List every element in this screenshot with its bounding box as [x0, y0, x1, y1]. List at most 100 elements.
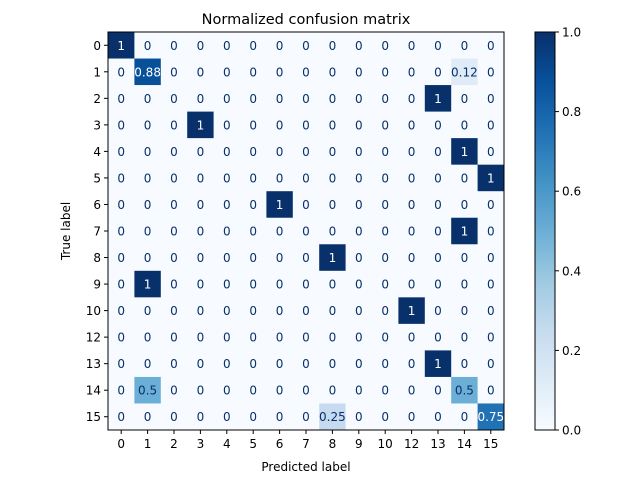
- heatmap-cell: [187, 323, 214, 351]
- cell-value-label: 0: [408, 251, 416, 265]
- heatmap-cell: [372, 297, 399, 325]
- heatmap-cell: [108, 58, 135, 86]
- heatmap-cell: [240, 244, 267, 272]
- cell-value-label: 0: [355, 92, 363, 106]
- heatmap-cell: [372, 403, 399, 431]
- heatmap-cell: [319, 32, 346, 59]
- heatmap-cell: [451, 323, 478, 351]
- heatmap-cell: [213, 85, 241, 112]
- heatmap-cell: [424, 217, 452, 245]
- heatmap-cell: [108, 32, 135, 59]
- cell-value-label: 0: [329, 145, 337, 159]
- heatmap-cell: [398, 244, 426, 272]
- cell-value-label: 0: [144, 92, 152, 106]
- heatmap-cell: [213, 297, 241, 325]
- cell-value-label: 0: [487, 384, 495, 398]
- cell-value-label: 0: [249, 92, 257, 106]
- heatmap-cell: [372, 244, 399, 272]
- heatmap-cell: [160, 32, 188, 59]
- cell-value-label: 0: [381, 304, 389, 318]
- cell-value-label: 0: [381, 171, 389, 185]
- heatmap-cell: [187, 244, 214, 272]
- cell-value-label: 0: [223, 198, 231, 212]
- heatmap-cell: [451, 403, 478, 431]
- x-axis-label: Predicted label: [261, 460, 350, 474]
- cell-value-label: 0: [329, 65, 337, 79]
- cell-value-label: 0.12: [451, 65, 478, 79]
- heatmap-cell: [108, 376, 135, 404]
- cell-value-label: 0: [487, 65, 495, 79]
- heatmap-cell: [372, 32, 399, 59]
- heatmap-cell: [187, 350, 214, 378]
- cell-value-label: 0: [355, 198, 363, 212]
- cell-value-label: 0: [487, 357, 495, 371]
- cell-value-label: 0: [329, 384, 337, 398]
- heatmap-cell: [160, 191, 188, 219]
- heatmap-cell: [134, 58, 162, 86]
- heatmap-cell: [266, 111, 294, 139]
- heatmap-cell: [160, 85, 188, 112]
- cell-value-label: 1: [434, 357, 442, 371]
- cell-value-label: 0: [408, 171, 416, 185]
- heatmap-cell: [187, 164, 214, 192]
- heatmap-cell: [266, 403, 294, 431]
- heatmap-cell: [160, 217, 188, 245]
- cell-value-label: 1: [434, 92, 442, 106]
- x-tick-label: 5: [249, 437, 257, 451]
- heatmap-cell: [292, 138, 320, 166]
- cell-value-label: 0: [434, 278, 442, 292]
- heatmap-cell: [292, 217, 320, 245]
- heatmap-cell: [213, 403, 241, 431]
- cell-value-label: 0: [276, 39, 284, 53]
- heatmap-cell: [477, 217, 505, 245]
- y-tick-label: 2: [93, 92, 101, 106]
- cell-value-label: 0: [408, 357, 416, 371]
- cell-value-label: 0: [461, 92, 469, 106]
- cell-value-label: 0: [223, 278, 231, 292]
- heatmap-cell: [134, 164, 162, 192]
- x-tick-label: 10: [378, 437, 393, 451]
- heatmap-cell: [372, 138, 399, 166]
- heatmap-cell: [477, 376, 505, 404]
- cell-value-label: 0: [117, 198, 125, 212]
- cell-value-label: 0: [381, 39, 389, 53]
- cell-value-label: 0: [223, 65, 231, 79]
- heatmap-cell: [213, 350, 241, 378]
- cell-value-label: 0: [329, 171, 337, 185]
- cell-value-label: 0: [434, 198, 442, 212]
- heatmap-cell: [345, 217, 373, 245]
- heatmap-cell: [345, 164, 373, 192]
- cell-value-label: 0: [249, 65, 257, 79]
- cell-value-label: 0: [276, 118, 284, 132]
- heatmap-cell: [451, 85, 478, 112]
- heatmap-cell: [134, 297, 162, 325]
- cell-value-label: 0: [276, 251, 284, 265]
- heatmap-cell: [240, 138, 267, 166]
- heatmap-cell: [134, 403, 162, 431]
- heatmap-cell: [134, 111, 162, 139]
- heatmap-cell: [345, 297, 373, 325]
- cell-value-label: 0: [170, 118, 178, 132]
- heatmap-cell: [345, 270, 373, 298]
- cell-value-label: 0: [197, 171, 205, 185]
- heatmap-cell: [213, 376, 241, 404]
- heatmap-cell: [213, 244, 241, 272]
- heatmap-cell: [213, 32, 241, 59]
- y-axis-label: True label: [59, 202, 73, 261]
- cell-value-label: 0: [302, 39, 310, 53]
- y-tick-label: 1: [93, 65, 101, 79]
- heatmap-cell: [477, 270, 505, 298]
- cell-value-label: 0: [381, 384, 389, 398]
- heatmap-cell: [477, 323, 505, 351]
- heatmap-cell: [477, 58, 505, 86]
- cell-value-label: 0: [117, 384, 125, 398]
- cell-value-label: 0: [302, 225, 310, 239]
- heatmap-cell: [319, 85, 346, 112]
- heatmap-cell: [372, 58, 399, 86]
- cell-value-label: 0: [223, 410, 231, 424]
- heatmap-cell: [108, 217, 135, 245]
- heatmap-cell: [187, 297, 214, 325]
- colorbar-tick-label: 0.4: [562, 264, 581, 278]
- cell-value-label: 0: [461, 304, 469, 318]
- cell-value-label: 0: [223, 118, 231, 132]
